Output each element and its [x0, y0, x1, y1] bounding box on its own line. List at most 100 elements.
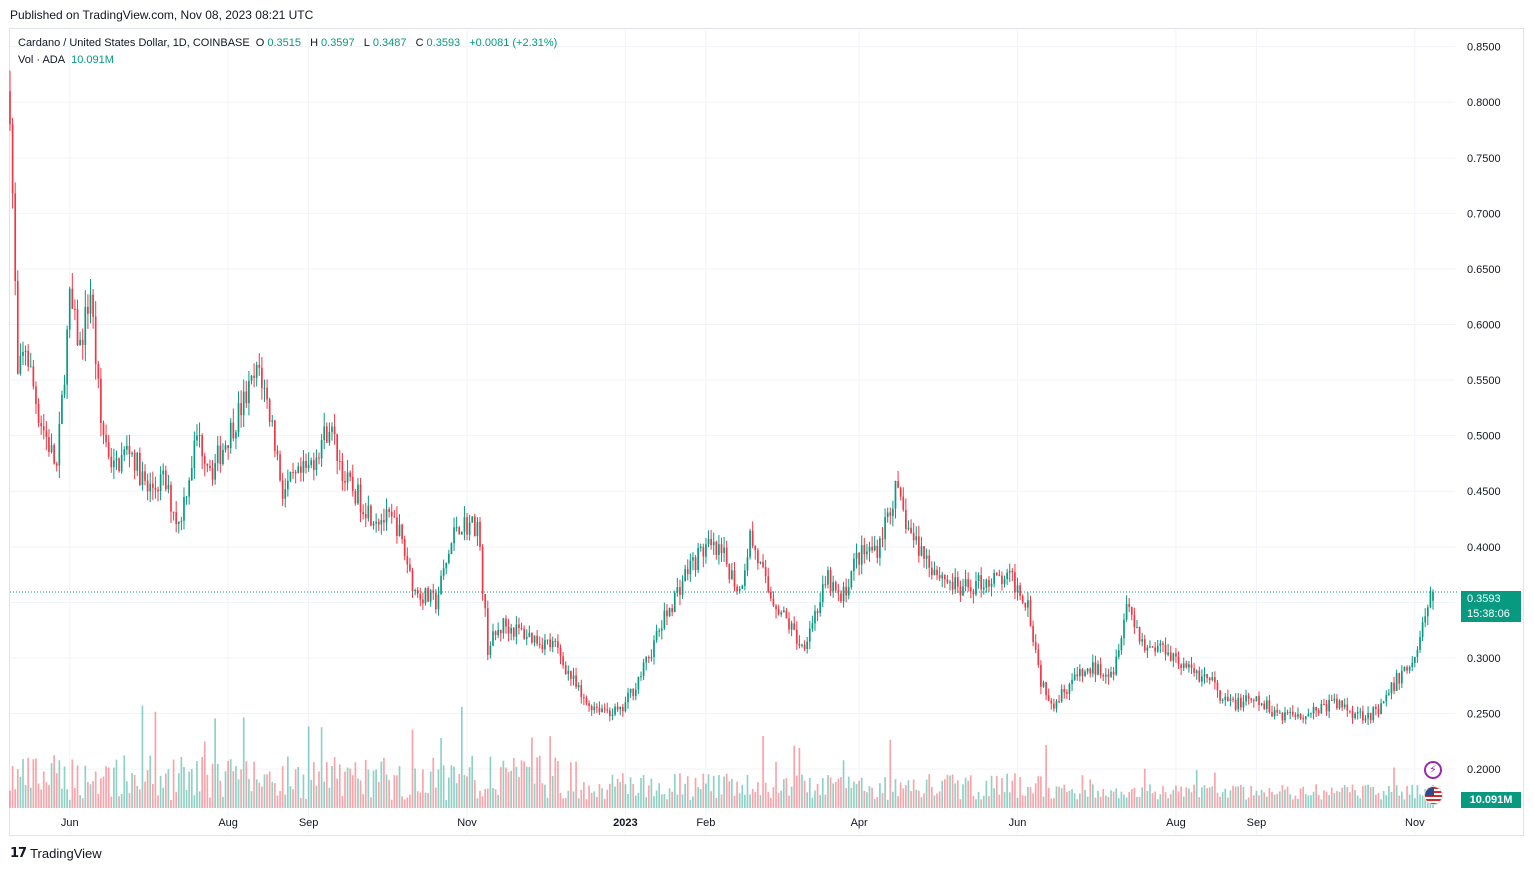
volume-bar [1286, 786, 1289, 808]
volume-bar [1156, 799, 1159, 808]
volume-bar [1289, 794, 1292, 808]
candle-body [980, 575, 983, 590]
candle-body [1073, 674, 1076, 680]
candle-body [1234, 699, 1237, 710]
candle-body [1242, 701, 1245, 708]
volume-bars [9, 705, 1434, 808]
candle-body [673, 592, 676, 613]
candle-body [245, 391, 248, 404]
y-tick-label: 0.7500 [1467, 153, 1501, 165]
candle-body [546, 639, 549, 641]
candle-body [1336, 698, 1338, 709]
candle-body [453, 527, 455, 544]
volume-bar [975, 799, 977, 808]
candle-body [1068, 683, 1071, 694]
volume-bar [1177, 791, 1180, 808]
x-tick-label: Jun [1009, 817, 1027, 829]
candle-body [1154, 647, 1156, 652]
volume-bar [437, 769, 440, 808]
volume-bar [1354, 790, 1356, 808]
volume-bar [1232, 785, 1234, 808]
volume-bar [923, 793, 925, 808]
candle-body [32, 366, 35, 387]
volume-bar [564, 797, 567, 808]
volume-bar [577, 798, 580, 808]
volume-bar [346, 767, 349, 808]
volume-bar [647, 785, 650, 808]
candle-body [341, 460, 344, 481]
candle-body [100, 378, 102, 423]
lightning-icon[interactable]: ⚡ [1424, 761, 1442, 779]
volume-bar [45, 782, 48, 808]
ohlc-row: Cardano / United States Dollar, 1D, COIN… [18, 35, 560, 52]
candle-body [868, 546, 871, 552]
candle-body [261, 367, 263, 388]
volume-bar [84, 765, 87, 808]
us-flag-icon[interactable] [1424, 786, 1443, 805]
volume-bar [951, 774, 954, 808]
volume-bar [681, 794, 684, 808]
candle-body [271, 420, 274, 422]
candle-body [1063, 689, 1066, 693]
volume-bar [357, 778, 359, 808]
volume-bar [562, 798, 564, 808]
volume-bar [255, 779, 258, 808]
volume-bar [40, 789, 43, 808]
volume-bar [967, 780, 970, 808]
candle-body [468, 522, 471, 535]
volume-bar [624, 784, 627, 808]
volume-bar [712, 775, 715, 808]
candle-body [1014, 572, 1016, 593]
candle-body [962, 586, 964, 596]
volume-bar [829, 777, 832, 808]
candle-body [367, 505, 370, 519]
candle-body [969, 587, 972, 591]
volume-bar [619, 782, 622, 808]
volume-bar [14, 789, 17, 808]
y-tick-label: 0.6000 [1467, 320, 1501, 332]
volume-bar [87, 782, 89, 808]
volume-bar [736, 781, 738, 808]
volume-bar [1125, 797, 1128, 808]
volume-bar [520, 760, 523, 808]
x-tick-label: Jun [61, 817, 79, 829]
volume-bar [481, 796, 484, 808]
open-value: 0.3515 [267, 37, 301, 49]
volume-bar [702, 773, 705, 808]
volume-bar [1252, 795, 1255, 808]
candle-body [494, 631, 497, 636]
candle-body [396, 517, 398, 536]
candle-body [764, 566, 767, 577]
volume-bar [632, 783, 635, 808]
volume-bar [1310, 795, 1312, 808]
candle-body [554, 641, 557, 643]
volume-bar [611, 774, 614, 808]
candle-body [357, 484, 359, 504]
candle-body [175, 512, 178, 525]
candle-body [1055, 701, 1058, 709]
volume-bar [22, 758, 24, 808]
candle-body [206, 463, 209, 466]
candle-body [1084, 671, 1086, 676]
volume-bar [1214, 772, 1216, 808]
volume-bar [1227, 797, 1229, 808]
candle-body [401, 524, 403, 540]
candle-body [486, 608, 489, 655]
volume-bar [686, 776, 689, 808]
volume-bar [351, 775, 354, 808]
volume-bar [1406, 785, 1408, 808]
candle-body [860, 545, 863, 565]
candle-body [419, 593, 422, 600]
close-label: C [415, 37, 424, 49]
candle-body [1421, 622, 1424, 638]
volume-bar [1001, 778, 1003, 808]
candle-body [287, 480, 289, 490]
volume-bar [1356, 795, 1359, 808]
candle-body [788, 618, 790, 630]
candle-body [448, 553, 450, 563]
candle-body [219, 445, 222, 465]
candle-body [985, 579, 988, 588]
candle-body [1393, 682, 1395, 691]
volume-bar [731, 778, 733, 808]
